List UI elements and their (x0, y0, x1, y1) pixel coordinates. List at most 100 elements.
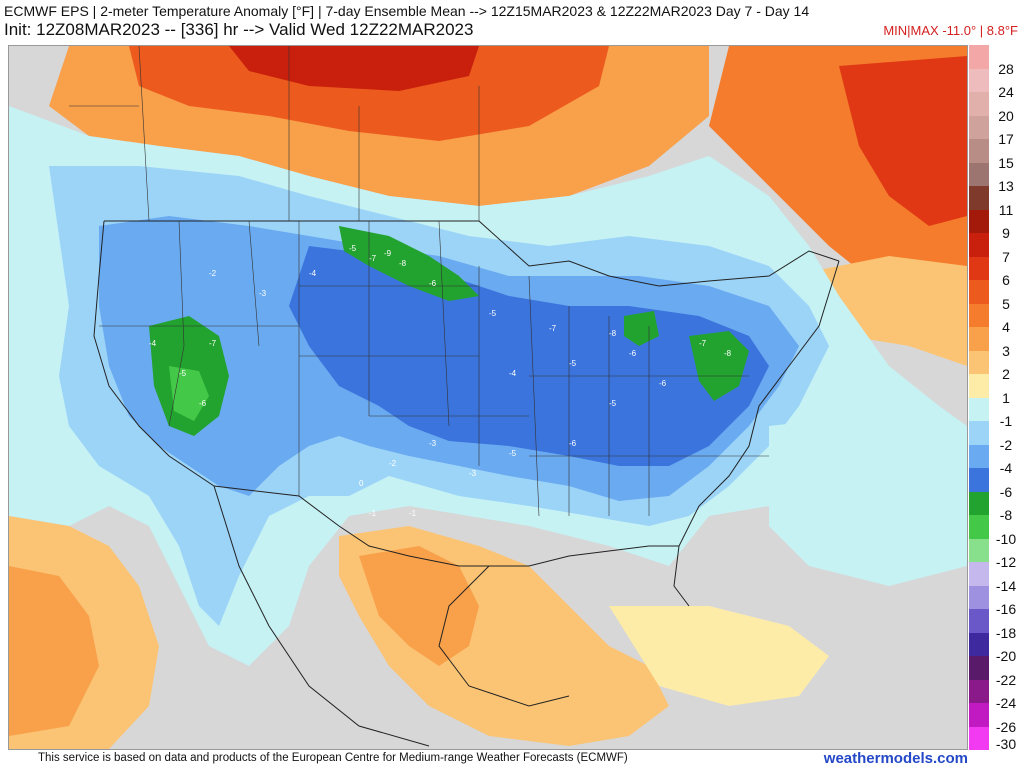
legend-swatch (969, 256, 989, 280)
legend-swatch (969, 327, 989, 351)
legend-label: 17 (998, 131, 1014, 147)
legend-entry: -8 (969, 491, 1024, 523)
legend-swatch (969, 68, 989, 92)
legend-swatch (969, 491, 989, 515)
map-title: ECMWF EPS | 2-meter Temperature Anomaly … (4, 3, 810, 19)
legend-label: 20 (998, 107, 1014, 124)
legend-entry: -6 (969, 468, 1024, 500)
legend-swatch (969, 162, 989, 186)
legend-swatch (969, 280, 989, 304)
legend-label: -12 (995, 554, 1017, 570)
anomaly-value-label: 0 (359, 479, 364, 488)
legend-swatch (969, 421, 989, 445)
legend-entry: 4 (969, 303, 1024, 335)
legend-label: -10 (995, 530, 1017, 547)
anomaly-value-label: -6 (629, 349, 637, 358)
legend-label: 3 (1002, 342, 1010, 359)
anomaly-value-label: -7 (549, 324, 557, 333)
cold-core-great-lakes (624, 311, 659, 346)
legend-entry: 15 (969, 139, 1024, 171)
legend-swatch (969, 609, 989, 633)
legend-entry: -1 (969, 397, 1024, 429)
anomaly-value-label: -6 (199, 399, 207, 408)
anomaly-value-label: -7 (369, 254, 377, 263)
legend-label: -2 (999, 436, 1013, 453)
legend-swatch (969, 585, 989, 609)
anomaly-value-label: -4 (149, 339, 157, 348)
map-init-valid-line: Init: 12Z08MAR2023 -- [336] hr --> Valid… (4, 20, 474, 39)
legend-label: 6 (1002, 272, 1010, 288)
legend-swatch (969, 703, 989, 727)
anomaly-value-label: -5 (489, 309, 497, 318)
anomaly-value-label: -3 (469, 469, 477, 478)
cold-anomaly-atlantic (769, 416, 967, 586)
warm-core-east-canada (839, 56, 967, 226)
warm-anomaly-newfoundland (789, 256, 967, 366)
legend-entry: 20 (969, 92, 1024, 124)
warm-core-mexico (359, 546, 479, 666)
legend-entry: -26 (969, 703, 1024, 735)
anomaly-value-label: -3 (259, 289, 267, 298)
legend-swatch (969, 515, 989, 539)
legend-entry: -24 (969, 679, 1024, 711)
legend-swatch (969, 303, 989, 327)
anomaly-value-label: -8 (399, 259, 407, 268)
legend-label: -4 (999, 460, 1013, 476)
anomaly-value-label: -2 (209, 269, 217, 278)
warm-anomaly-caribbean (609, 606, 829, 706)
anomaly-value-label: -6 (659, 379, 667, 388)
legend-swatch (969, 233, 989, 257)
anomaly-value-label: -4 (309, 269, 317, 278)
legend-swatch (969, 632, 989, 656)
anomaly-value-label: -7 (699, 339, 707, 348)
legend-entry: 17 (969, 115, 1024, 147)
legend-label: -20 (995, 648, 1017, 664)
warm-core-north-canada-dark (229, 46, 479, 91)
legend-entry: -18 (969, 609, 1024, 641)
legend-label: 2 (1002, 366, 1010, 382)
legend-swatch (969, 139, 989, 163)
legend-label: 4 (1002, 319, 1010, 335)
legend-entry: 2 (969, 350, 1024, 382)
anomaly-value-label: -8 (609, 329, 617, 338)
anomaly-value-label: -9 (384, 249, 392, 258)
state-borders (99, 220, 769, 517)
legend-entry: 13 (969, 162, 1024, 194)
legend-entry: -4 (969, 444, 1024, 476)
legend-entry: -10 (969, 515, 1024, 547)
legend-label: -1 (999, 413, 1013, 429)
anomaly-value-label: -5 (609, 399, 617, 408)
legend-label: -18 (995, 624, 1017, 641)
brand-link[interactable]: weathermodels.com (823, 750, 968, 767)
anomaly-value-label: -8 (724, 349, 732, 358)
legend-label: -30 (995, 736, 1017, 752)
anomaly-value-label: -1 (369, 509, 377, 518)
legend-label: 7 (1002, 248, 1010, 265)
legend-swatch (969, 679, 989, 703)
legend-swatch (969, 468, 989, 492)
legend-entry: 5 (969, 280, 1024, 312)
anomaly-map: -5 -7 -8 -9 -4 -6 -3 -2 -5 -7 -8 -6 -5 -4 -7 -8 -6 -5 -3 -2… (8, 45, 968, 750)
legend-swatch (969, 726, 989, 750)
legend-label: -22 (995, 671, 1017, 688)
anomaly-value-label: -5 (179, 369, 187, 378)
legend-entry: 7 (969, 233, 1024, 265)
legend-label: 1 (1002, 389, 1010, 406)
anomaly-map-canvas: -5 -7 -8 -9 -4 -6 -3 -2 -5 -7 -8 -6 -5 -4 -7 -8 -6 -5 -3 -2… (9, 46, 967, 749)
legend-entry: -14 (969, 562, 1024, 594)
legend-entry: -2 (969, 421, 1024, 453)
min-max-readout: MIN|MAX -11.0° | 8.8°F (883, 23, 1018, 38)
legend-entry: 28 (969, 45, 1024, 77)
us-east-coastline (673, 260, 840, 607)
legend-label: 11 (998, 201, 1014, 218)
legend-label: 9 (1002, 225, 1010, 241)
legend-entry: 9 (969, 209, 1024, 241)
legend-entry: 3 (969, 327, 1024, 359)
legend-swatch (969, 350, 989, 374)
anomaly-value-label: -5 (509, 449, 517, 458)
us-canada-border (104, 220, 840, 287)
anomaly-value-label: -7 (209, 339, 217, 348)
cold-core-mid-atlantic (689, 331, 749, 401)
legend-entry: 24 (969, 68, 1024, 100)
anomaly-value-label: -3 (429, 439, 437, 448)
